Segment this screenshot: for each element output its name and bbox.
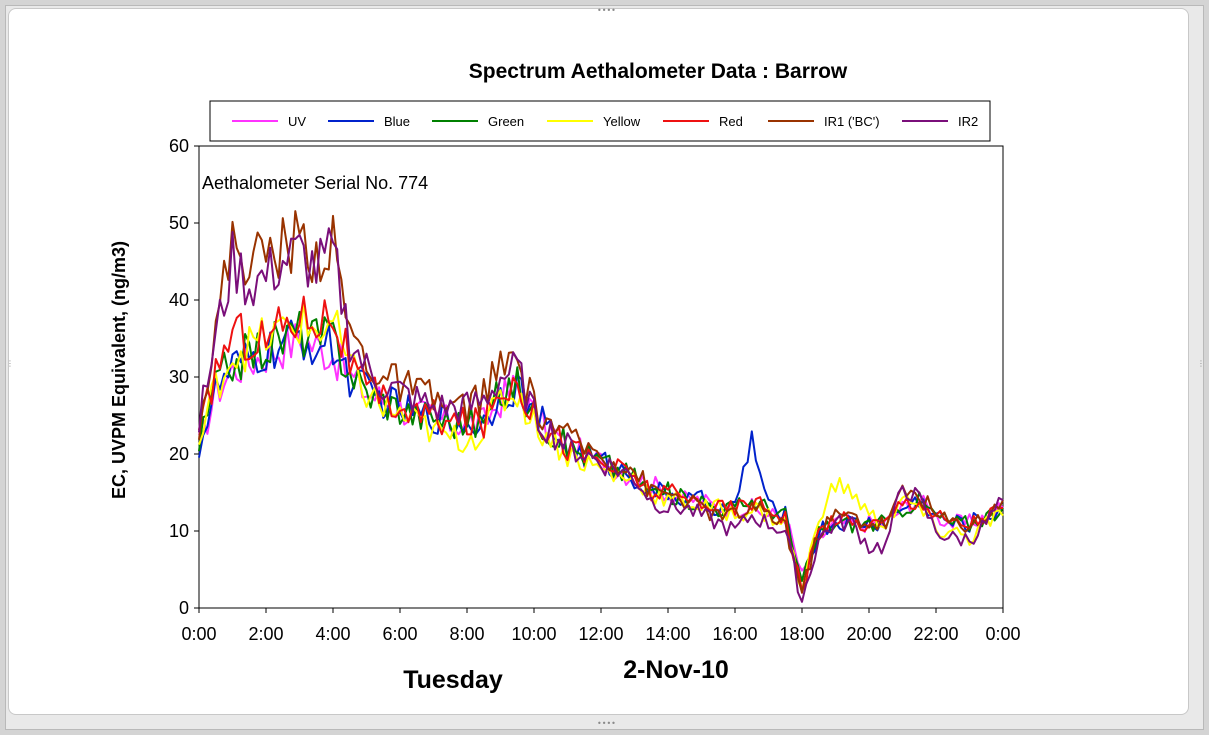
x-tick-label: 10:00	[511, 624, 556, 644]
y-axis: 0 10 20 30 40 50 60	[169, 136, 199, 618]
y-tick-label: 20	[169, 444, 189, 464]
resize-handle-bottom[interactable]: ••••	[597, 719, 616, 728]
legend-label: Yellow	[603, 114, 641, 129]
series-line	[198, 295, 1004, 593]
x-tick-label: 16:00	[712, 624, 757, 644]
x-tick-label: 20:00	[846, 624, 891, 644]
x-axis-label-day: Tuesday	[403, 666, 503, 694]
x-tick-label: 0:00	[985, 624, 1020, 644]
x-tick-label: 22:00	[913, 624, 958, 644]
legend-box	[209, 100, 991, 142]
y-axis-label: EC, UVPM Equivalent, (ng/m3)	[109, 241, 129, 499]
x-tick-label: 14:00	[645, 624, 690, 644]
series-layer	[198, 210, 1004, 603]
legend-label: Blue	[384, 114, 410, 129]
resize-handle-top[interactable]: ••••	[597, 6, 616, 15]
series-line	[198, 210, 1004, 594]
x-tick-label: 4:00	[315, 624, 350, 644]
x-axis-label-date: 2-Nov-10	[623, 656, 729, 684]
y-tick-label: 60	[169, 136, 189, 156]
y-tick-label: 10	[169, 521, 189, 541]
legend-label: IR2	[958, 114, 978, 129]
x-tick-label: 12:00	[578, 624, 623, 644]
plot-area	[198, 145, 1004, 609]
y-tick-label: 30	[169, 367, 189, 387]
x-axis: 0:00 2:00 4:00 6:00 8:00 10:00 12:00 14:00 16:00…	[181, 608, 1021, 644]
legend-label: Red	[719, 114, 743, 129]
x-tick-label: 8:00	[449, 624, 484, 644]
series-line	[198, 227, 1004, 603]
legend-label: UV	[288, 114, 306, 129]
x-tick-label: 2:00	[248, 624, 283, 644]
y-tick-label: 50	[169, 213, 189, 233]
legend-label: Green	[488, 114, 524, 129]
resize-handle-right[interactable]: ⋮	[1197, 359, 1205, 368]
legend: UV Blue Green Yellow Red IR1 ('BC') IR2	[232, 114, 978, 129]
x-tick-label: 18:00	[779, 624, 824, 644]
annotation-serial: Aethalometer Serial No. 774	[202, 173, 428, 193]
y-tick-label: 0	[179, 598, 189, 618]
x-tick-label: 0:00	[181, 624, 216, 644]
chart-title: Spectrum Aethalometer Data : Barrow	[469, 60, 848, 83]
x-tick-label: 6:00	[382, 624, 417, 644]
legend-label: IR1 ('BC')	[824, 114, 880, 129]
y-tick-label: 40	[169, 290, 189, 310]
resize-handle-left[interactable]: ⋮	[6, 359, 14, 368]
